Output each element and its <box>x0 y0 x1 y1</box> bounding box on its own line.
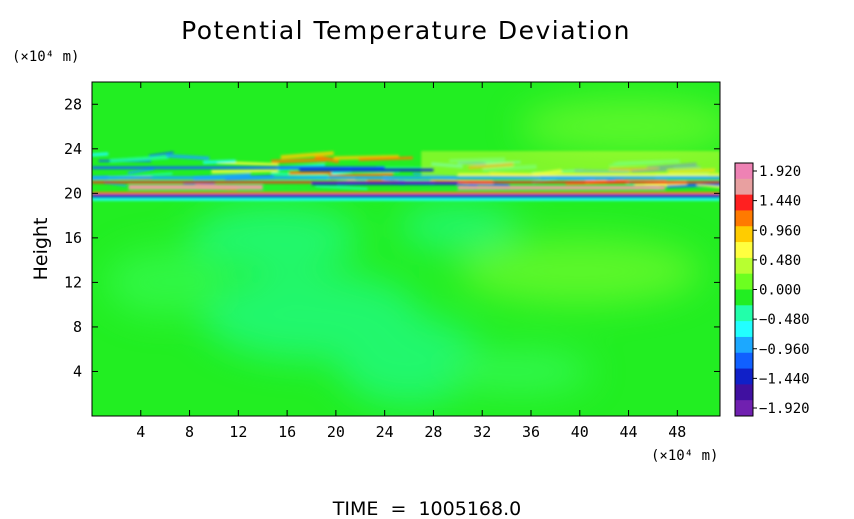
field-wave <box>333 154 399 160</box>
x-tick-label: 20 <box>327 423 345 441</box>
field-region <box>104 249 227 316</box>
field-region <box>335 315 483 405</box>
colorbar-tick-label: 0.000 <box>759 283 801 299</box>
field-region <box>457 237 702 305</box>
y-axis-label: Height <box>30 218 52 281</box>
field-wave <box>358 156 413 162</box>
field-wave <box>109 155 169 163</box>
x-tick-label: 36 <box>522 423 540 441</box>
x-tick-label: 28 <box>424 423 442 441</box>
colorbar-tick-label: −0.960 <box>759 342 810 358</box>
x-tick-label: 8 <box>185 423 194 441</box>
colorbar-tick-label: −1.920 <box>759 401 810 417</box>
colorbar-swatch <box>735 257 753 275</box>
x-tick-label: 40 <box>571 423 589 441</box>
field-soft-regions <box>104 98 720 405</box>
field-region <box>396 204 519 249</box>
y-tick-label: 28 <box>64 95 82 113</box>
colorbar-swatch <box>735 336 753 354</box>
colorbar-swatch <box>735 289 753 306</box>
colorbar-tick-label: 0.480 <box>759 253 801 269</box>
plot-area <box>92 82 720 416</box>
field-wave <box>280 151 334 160</box>
x-tick-label: 32 <box>473 423 491 441</box>
y-axis: 4 8 12 16 20 24 28 <box>64 95 720 380</box>
colorbar-swatch <box>735 368 753 385</box>
x-axis: 4 8 12 16 20 24 28 32 36 40 44 48 <box>136 82 686 441</box>
colorbar-swatch <box>735 384 753 401</box>
y-tick-label: 20 <box>64 184 82 202</box>
colorbar-tick-label: 1.920 <box>759 164 801 180</box>
field-wave <box>271 158 327 164</box>
colorbar-tick-label: −1.440 <box>759 371 810 387</box>
field-region <box>518 98 720 155</box>
x-tick-label: 48 <box>668 423 686 441</box>
field-wave <box>203 159 236 165</box>
field-wave <box>696 183 720 189</box>
colorbar-swatch <box>735 163 753 180</box>
colorbar-swatch <box>735 273 753 290</box>
colorbar-tick-label: 1.440 <box>759 194 801 210</box>
plot-frame <box>91 81 721 417</box>
field-wave <box>314 154 340 164</box>
field-wave <box>148 151 174 157</box>
field-shear-band <box>421 151 720 178</box>
field-wave <box>614 178 667 182</box>
chart-title: Potential Temperature Deviation <box>181 16 631 45</box>
time-label: TIME = 1005168.0 <box>332 498 521 519</box>
field-region <box>445 349 592 394</box>
field-layer <box>92 98 720 405</box>
field-wave <box>166 153 210 161</box>
colorbar-swatch <box>735 210 753 227</box>
colorbar-tick-label: −0.480 <box>759 312 810 328</box>
colorbar-swatch <box>735 178 753 196</box>
colorbar-tick-label: 0.960 <box>759 223 801 239</box>
x-unit-label: (×10⁴ m) <box>651 448 718 464</box>
y-tick-label: 4 <box>73 362 82 380</box>
field-wave <box>289 170 332 175</box>
x-tick-label: 44 <box>620 423 638 441</box>
y-tick-label: 24 <box>64 140 82 158</box>
colorbar-swatch <box>735 400 753 417</box>
colorbar: 1.920 1.440 0.960 0.480 0.000 −0.480 −0.960 −1.… <box>734 162 810 417</box>
x-tick-label: 4 <box>136 423 145 441</box>
field-wave <box>315 184 368 191</box>
field-wave <box>666 181 720 189</box>
x-tick-label: 24 <box>376 423 394 441</box>
y-unit-label: (×10⁴ m) <box>12 49 79 65</box>
field-inversion-layer <box>92 166 720 201</box>
colorbar-swatch <box>735 242 753 259</box>
y-tick-label: 16 <box>64 229 82 247</box>
colorbar-swatch <box>735 321 753 338</box>
x-tick-label: 12 <box>229 423 247 441</box>
colorbar-swatch <box>735 305 753 322</box>
colorbar-swatch <box>735 352 753 370</box>
colorbar-swatch <box>735 226 753 243</box>
colorbar-swatch <box>735 194 753 211</box>
y-tick-label: 8 <box>73 318 82 336</box>
field-wave <box>211 167 279 174</box>
field-wave <box>127 167 154 175</box>
field-region <box>189 204 361 272</box>
x-tick-label: 16 <box>278 423 296 441</box>
y-tick-label: 12 <box>64 273 82 291</box>
